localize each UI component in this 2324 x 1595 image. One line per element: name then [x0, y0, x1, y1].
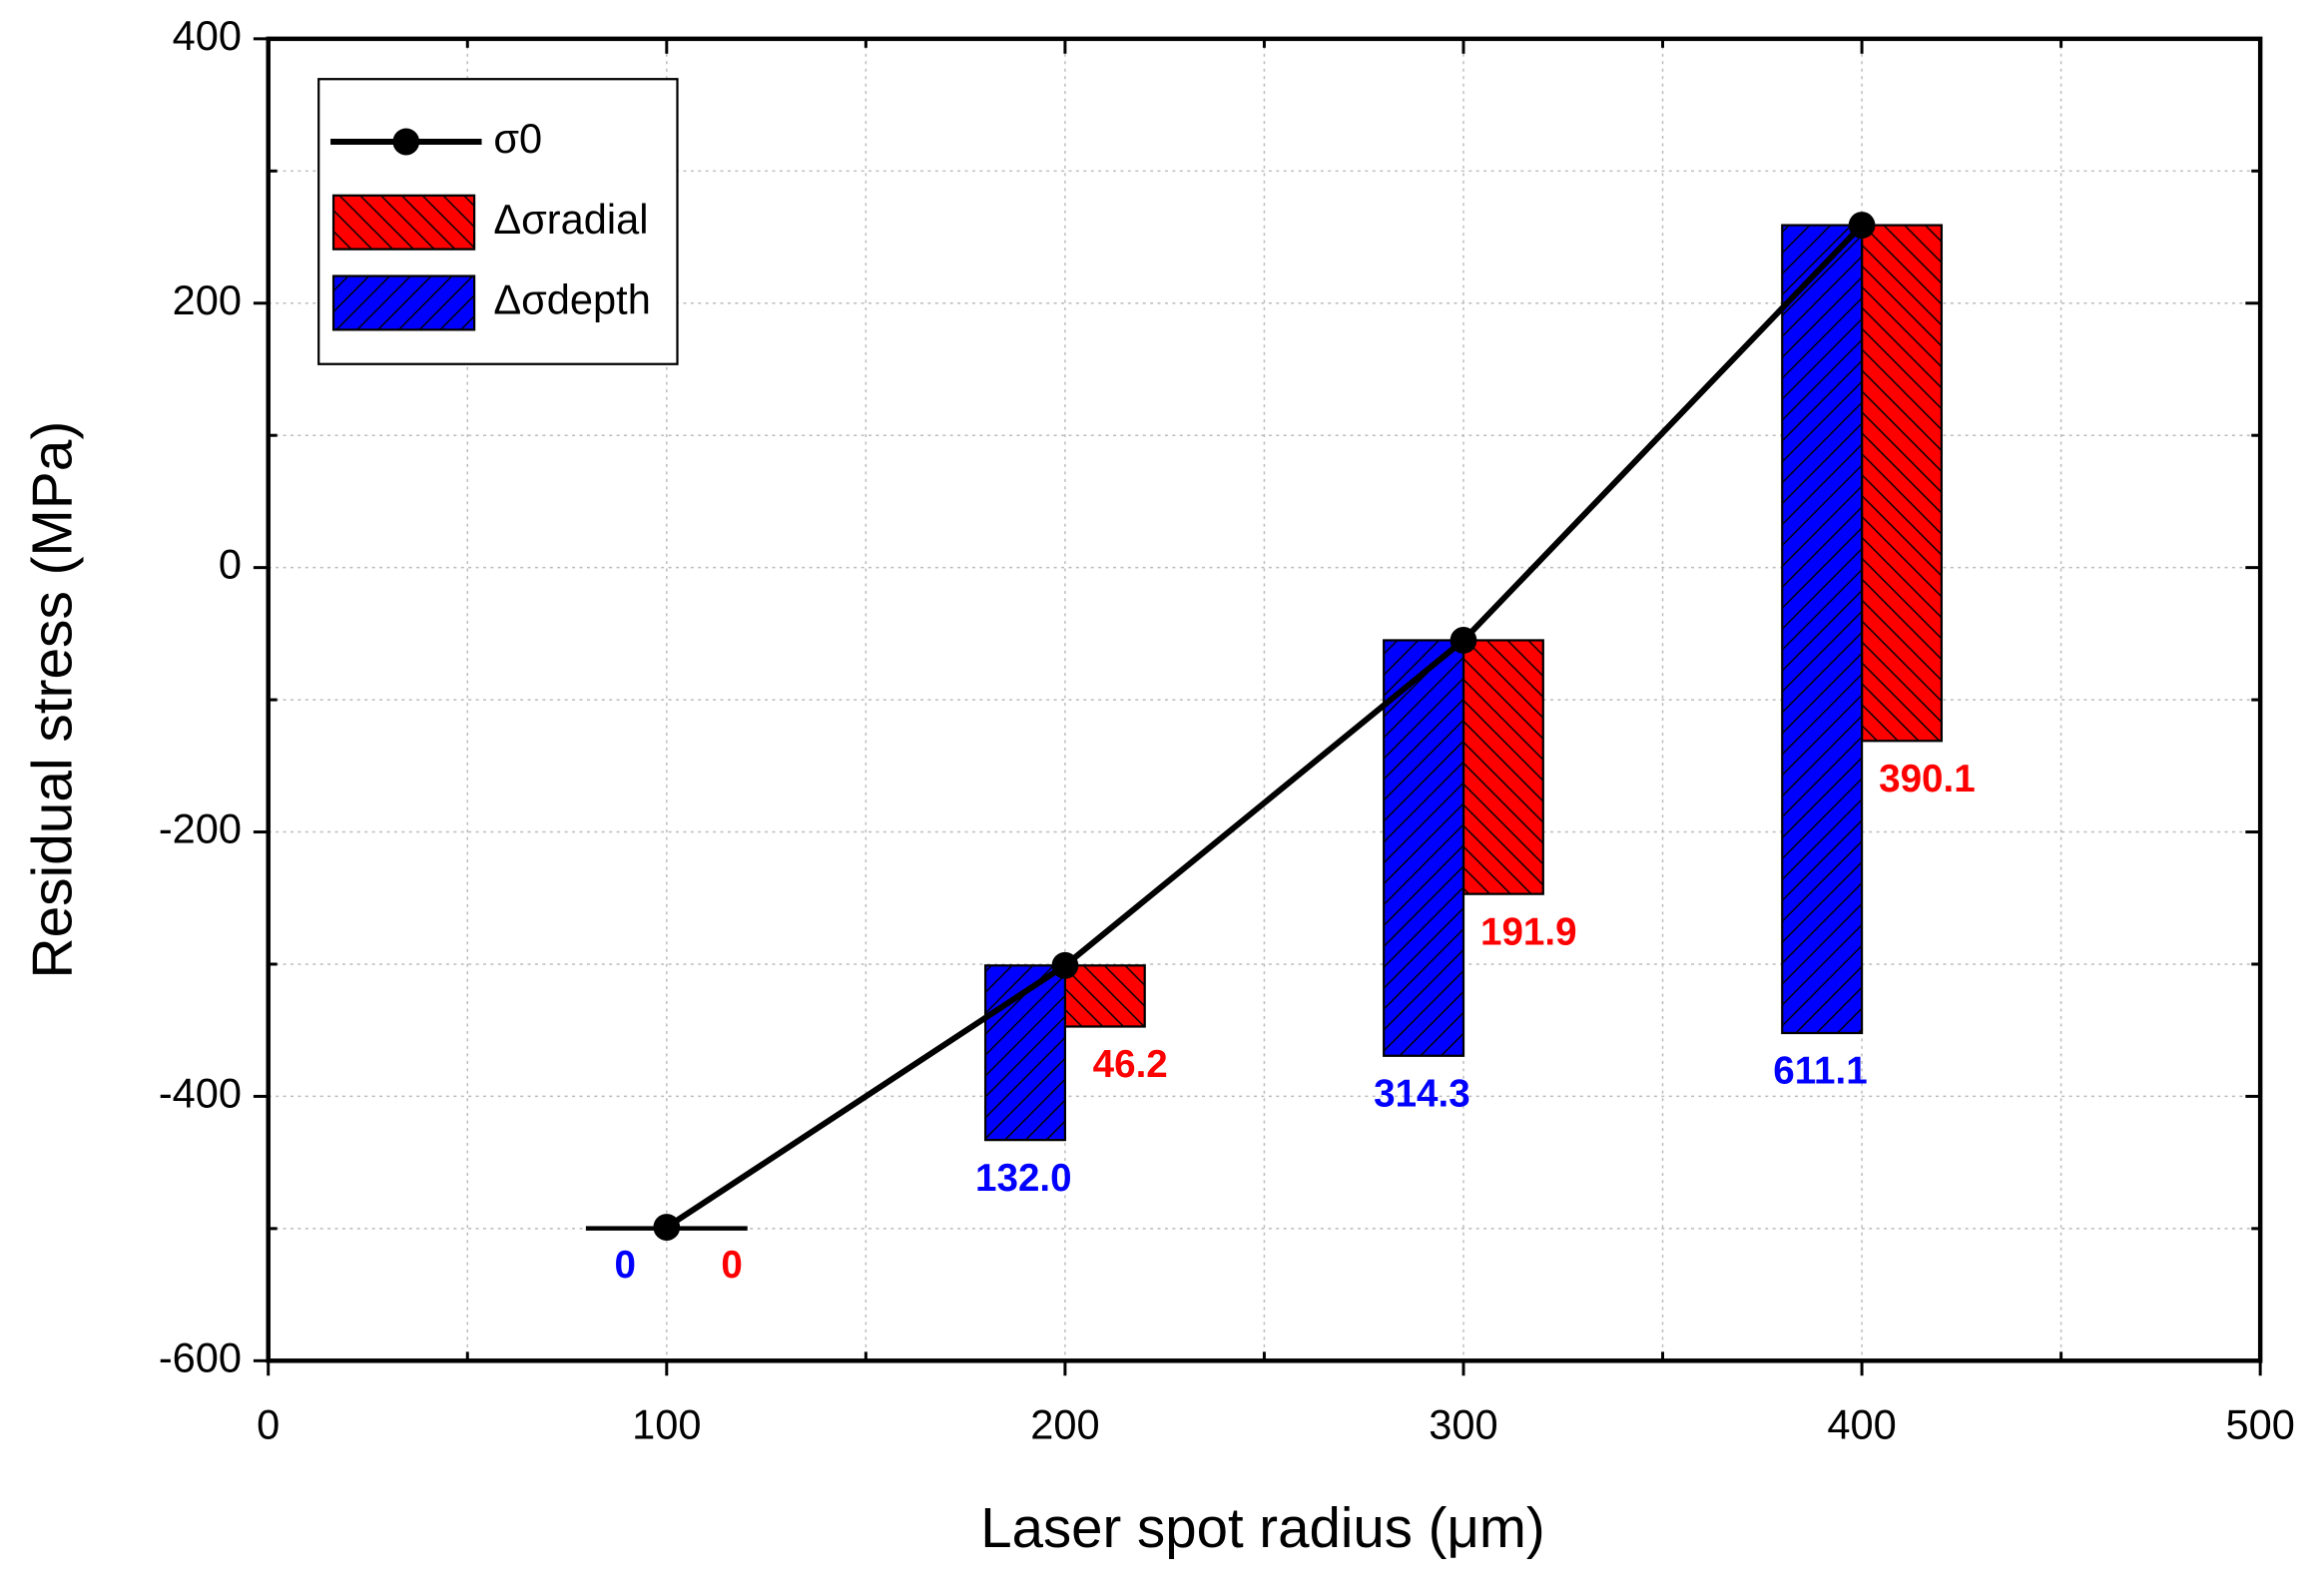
legend-marker [392, 128, 420, 156]
data-label: 0 [615, 1244, 636, 1287]
data-label: 191.9 [1480, 910, 1577, 953]
bar [1860, 224, 1944, 743]
data-label: 46.2 [1093, 1043, 1168, 1086]
data-label: 611.1 [1773, 1049, 1867, 1092]
y-tick-label: -400 [159, 1069, 242, 1116]
point [1450, 627, 1477, 654]
x-tick-label: 500 [2225, 1401, 2294, 1448]
data-label: 0 [721, 1244, 742, 1287]
legend-swatch [331, 194, 476, 251]
point [1848, 212, 1876, 240]
bar [1063, 964, 1146, 1028]
x-tick-label: 100 [632, 1401, 701, 1448]
data-label: 132.0 [975, 1157, 1072, 1200]
bar [1781, 224, 1864, 1035]
legend-swatch [331, 274, 476, 331]
y-tick-label: 400 [173, 12, 242, 59]
x-tick-label: 400 [1827, 1401, 1896, 1448]
y-tick-label: 200 [173, 276, 242, 323]
data-label: 314.3 [1374, 1072, 1470, 1115]
legend-label: Δσdepth [493, 275, 650, 322]
bar [1461, 639, 1544, 895]
point [1051, 951, 1079, 979]
x-tick-label: 0 [257, 1401, 280, 1448]
y-tick-label: -600 [159, 1333, 242, 1380]
y-tick-label: 0 [219, 541, 242, 588]
legend-label: σ0 [493, 115, 542, 162]
line [665, 223, 1865, 1231]
bar [1383, 639, 1465, 1057]
x-tick-label: 200 [1030, 1401, 1099, 1448]
y-axis-title: Residual stress (MPa) [20, 421, 83, 979]
y-tick-label: -200 [159, 804, 242, 851]
point [653, 1214, 681, 1241]
x-axis-title: Laser spot radius (μm) [980, 1496, 1545, 1559]
legend-label: Δσradial [493, 196, 648, 243]
data-label: 390.1 [1879, 758, 1976, 800]
x-tick-label: 300 [1429, 1401, 1497, 1448]
